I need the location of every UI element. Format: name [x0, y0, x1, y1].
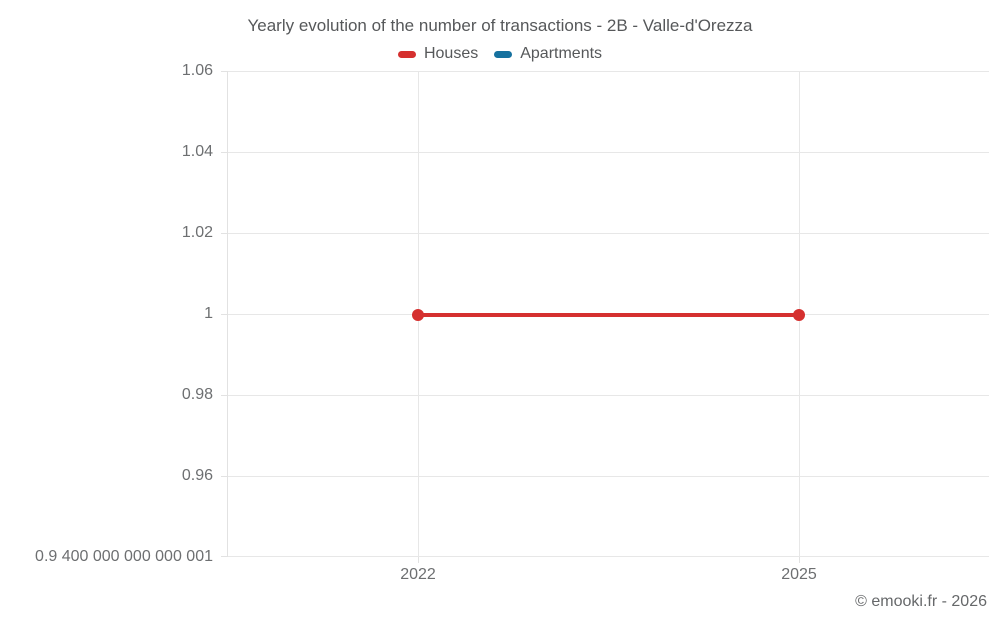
y-tick-label: 0.9 400 000 000 000 001 [35, 548, 213, 565]
legend-item-apartments: Apartments [494, 45, 602, 63]
gridline [227, 395, 989, 396]
y-tick-label: 0.96 [181, 467, 213, 484]
chart-title: Yearly evolution of the number of transa… [247, 16, 753, 35]
apartments-series-swatch-icon [494, 50, 513, 58]
legend-item-houses: Houses [397, 45, 479, 63]
chart-legend: Houses Apartments [0, 45, 1000, 63]
y-axis-line [227, 71, 228, 557]
legend-label-apartments: Apartments [520, 45, 603, 62]
y-axis-tick [221, 152, 227, 153]
gridline [227, 556, 989, 557]
y-axis-tick [221, 314, 227, 315]
y-tick-label: 1.06 [181, 62, 213, 79]
x-tick-label: 2022 [400, 566, 436, 583]
legend-label-houses: Houses [423, 45, 479, 62]
houses-series-swatch-icon [397, 50, 416, 58]
houses-data-point-2022[interactable] [412, 309, 424, 321]
x-axis-tick [418, 557, 419, 563]
y-axis-tick [221, 556, 227, 557]
x-tick-label: 2025 [781, 566, 817, 583]
houses-data-point-2025[interactable] [793, 309, 805, 321]
y-axis-tick [221, 71, 227, 72]
gridline [227, 152, 989, 153]
gridline [227, 476, 989, 477]
y-tick-label: 1.02 [181, 224, 213, 241]
watermark: © emooki.fr - 2026 [855, 593, 987, 610]
houses-series-line [418, 313, 799, 317]
plot-area [221, 71, 989, 563]
y-tick-label: 0.98 [181, 386, 213, 403]
y-axis-tick [221, 476, 227, 477]
y-tick-label: 1 [204, 305, 213, 322]
gridline [227, 71, 989, 72]
gridline [227, 233, 989, 234]
y-axis-tick [221, 395, 227, 396]
y-axis-labels: 1.06 1.04 1.02 1 0.98 0.96 0.9 400 000 0… [0, 62, 213, 565]
x-axis-tick [799, 557, 800, 563]
y-tick-label: 1.04 [181, 143, 213, 160]
y-axis-tick [221, 233, 227, 234]
